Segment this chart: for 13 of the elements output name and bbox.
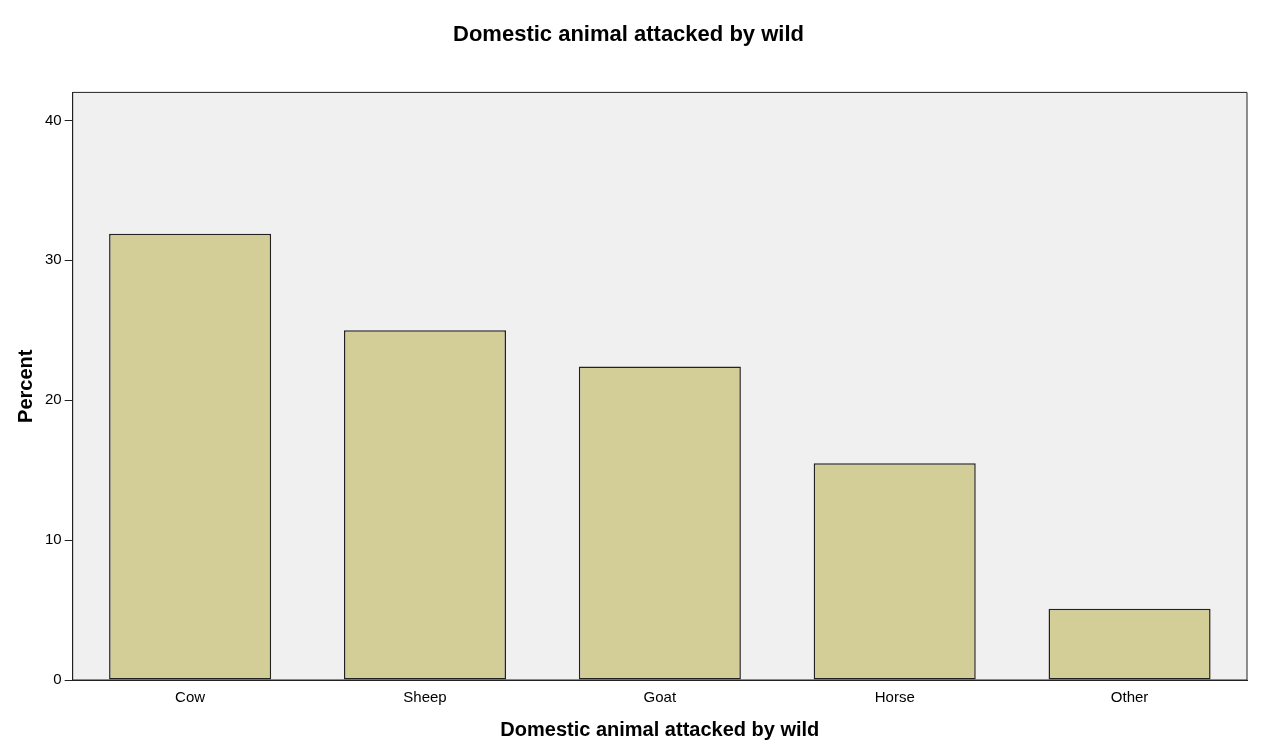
y-tick-label: 20 [45,390,62,408]
x-tick-label: Horse [874,688,915,706]
x-tick-label: Cow [175,688,206,706]
y-tick-label: 40 [45,110,62,128]
x-tick-label: Other [1110,688,1149,706]
chart-title: Domestic animal attacked by wild [453,21,804,47]
x-tick-label: Goat [643,688,677,706]
y-axis-title: Percent [13,349,36,423]
y-tick-label: 10 [45,530,62,548]
y-tick-label: 30 [45,250,62,268]
x-tick-label: Sheep [403,688,447,706]
y-tick-label: 0 [53,670,62,688]
x-axis-title: Domestic animal attacked by wild [500,717,820,740]
